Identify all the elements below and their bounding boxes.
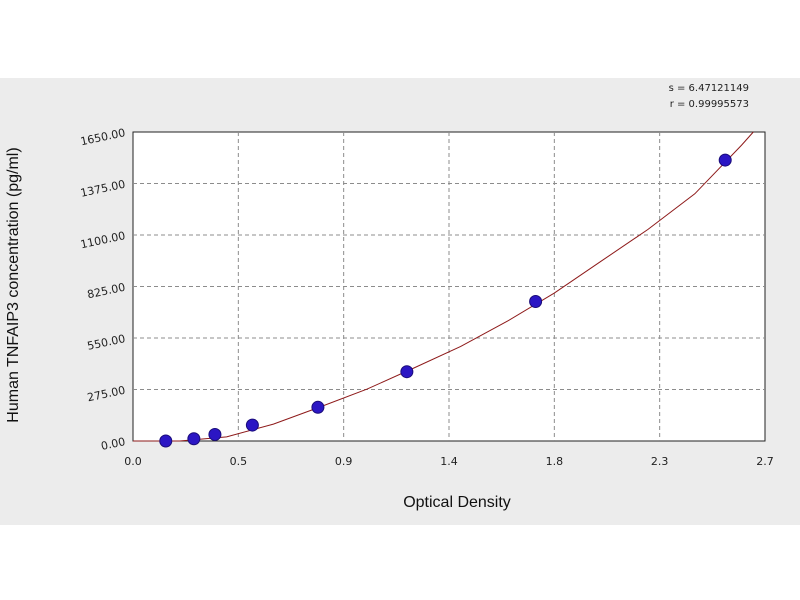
x-tick-label: 1.4 bbox=[440, 455, 458, 468]
data-point bbox=[208, 427, 222, 441]
fit-r-value: r = 0.99995573 bbox=[670, 99, 749, 110]
x-tick-label: 2.3 bbox=[651, 455, 669, 468]
data-points bbox=[159, 153, 732, 448]
x-tick-label: 1.8 bbox=[546, 455, 564, 468]
data-point bbox=[400, 365, 414, 379]
data-point bbox=[187, 432, 201, 446]
y-tick-label: 1375.00 bbox=[79, 178, 126, 200]
grid-lines bbox=[133, 132, 765, 441]
y-tick-label: 0.00 bbox=[100, 435, 127, 453]
y-axis-ticks: 0.00 275.00 550.00 825.00 1100.00 1375.00 1650… bbox=[79, 126, 126, 453]
x-axis-title: Optical Density bbox=[403, 494, 511, 511]
x-tick-label: 0.9 bbox=[335, 455, 353, 468]
x-tick-label: 0.5 bbox=[230, 455, 248, 468]
y-axis-title: Human TNFAIP3 concentration (pg/ml) bbox=[5, 147, 22, 422]
x-axis-ticks: 0.0 0.5 0.9 1.4 1.8 2.3 2.7 bbox=[124, 455, 774, 468]
data-point bbox=[529, 294, 543, 308]
fit-curve bbox=[133, 131, 754, 442]
fit-s-value: s = 6.47121149 bbox=[669, 83, 749, 94]
y-tick-label: 1650.00 bbox=[79, 126, 126, 148]
y-tick-label: 550.00 bbox=[86, 332, 126, 353]
y-tick-label: 825.00 bbox=[86, 281, 126, 302]
y-tick-label: 1100.00 bbox=[79, 229, 126, 251]
x-tick-label: 0.0 bbox=[124, 455, 142, 468]
data-point bbox=[311, 400, 325, 414]
data-point bbox=[245, 418, 259, 432]
data-point bbox=[718, 153, 732, 167]
y-tick-label: 275.00 bbox=[86, 384, 126, 405]
data-point bbox=[159, 434, 173, 448]
x-tick-label: 2.7 bbox=[756, 455, 774, 468]
